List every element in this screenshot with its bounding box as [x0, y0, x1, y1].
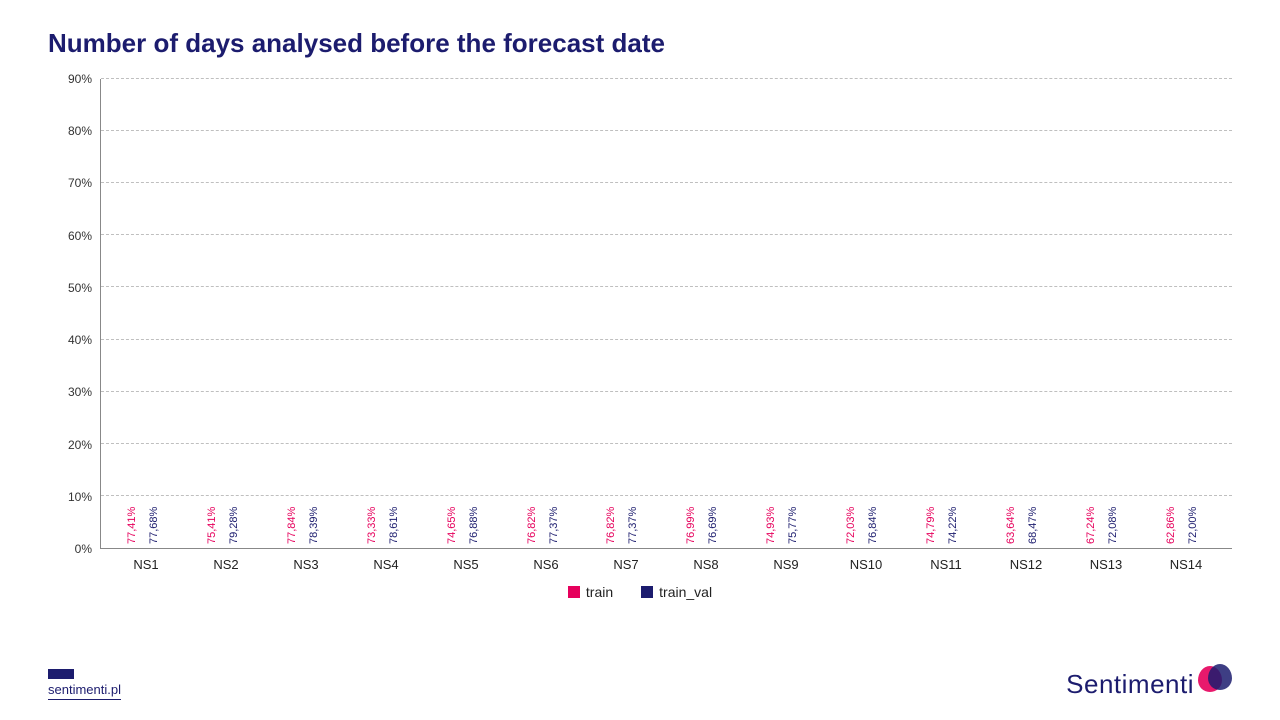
bar-value-label: 77,41%: [126, 507, 138, 544]
brand-name: Sentimenti: [1066, 669, 1194, 700]
bar-value-label: 78,39%: [308, 507, 320, 544]
y-tick: 30%: [68, 385, 92, 399]
y-tick: 80%: [68, 124, 92, 138]
bar-value-label: 78,61%: [388, 507, 400, 544]
y-tick: 50%: [68, 281, 92, 295]
grid-line: [101, 286, 1232, 287]
bar-value-label: 79,28%: [228, 507, 240, 544]
bar-value-label: 63,64%: [1005, 507, 1017, 544]
brand-logo: Sentimenti: [1066, 664, 1232, 700]
grid-line: [101, 495, 1232, 496]
y-tick: 20%: [68, 438, 92, 452]
y-tick: 10%: [68, 490, 92, 504]
y-tick: 0%: [75, 542, 92, 556]
x-tick-label: NS10: [826, 557, 906, 572]
grid-line: [101, 443, 1232, 444]
bar-value-label: 77,84%: [286, 507, 298, 544]
bar-value-label: 67,24%: [1085, 507, 1097, 544]
bar-value-label: 76,84%: [867, 507, 879, 544]
chart-container: Number of days analysed before the forec…: [0, 0, 1280, 720]
legend: train train_val: [48, 584, 1232, 600]
footer: sentimenti.pl Sentimenti: [48, 664, 1232, 700]
bar-value-label: 72,03%: [845, 507, 857, 544]
bar-value-label: 74,65%: [446, 507, 458, 544]
brand-icon: [1198, 664, 1232, 694]
bar-value-label: 77,68%: [148, 507, 160, 544]
x-tick-label: NS2: [186, 557, 266, 572]
x-tick-label: NS11: [906, 557, 986, 572]
x-tick-label: NS9: [746, 557, 826, 572]
chart-area: 0%10%20%30%40%50%60%70%80%90% 77,41%77,6…: [48, 79, 1232, 549]
chart-title: Number of days analysed before the forec…: [48, 28, 1232, 59]
legend-label: train: [586, 584, 613, 600]
legend-swatch: [568, 586, 580, 598]
x-tick-label: NS14: [1146, 557, 1226, 572]
bar-value-label: 68,47%: [1027, 507, 1039, 544]
y-tick: 60%: [68, 229, 92, 243]
grid-line: [101, 234, 1232, 235]
footer-left: sentimenti.pl: [48, 669, 121, 700]
footer-mark: [48, 669, 74, 679]
bar-value-label: 75,77%: [787, 507, 799, 544]
bar-value-label: 73,33%: [366, 507, 378, 544]
x-tick-label: NS7: [586, 557, 666, 572]
x-tick-label: NS1: [106, 557, 186, 572]
y-tick: 90%: [68, 72, 92, 86]
bar-value-label: 76,69%: [707, 507, 719, 544]
bar-value-label: 76,82%: [605, 507, 617, 544]
grid-line: [101, 78, 1232, 79]
bars-row: 77,41% 77,68% 75,41% 79,28% 77,84% 78,39% 73,3…: [101, 79, 1232, 548]
bar-value-label: 74,22%: [947, 507, 959, 544]
x-tick-label: NS12: [986, 557, 1066, 572]
bar-value-label: 76,88%: [468, 507, 480, 544]
x-tick-label: NS5: [426, 557, 506, 572]
bar-value-label: 72,08%: [1107, 507, 1119, 544]
grid-line: [101, 130, 1232, 131]
bar-value-label: 72,00%: [1187, 507, 1199, 544]
x-axis-labels: NS1NS2NS3NS4NS5NS6NS7NS8NS9NS10NS11NS12N…: [100, 549, 1232, 572]
grid-line: [101, 391, 1232, 392]
y-tick: 70%: [68, 176, 92, 190]
legend-label: train_val: [659, 584, 712, 600]
x-tick-label: NS4: [346, 557, 426, 572]
x-tick-label: NS6: [506, 557, 586, 572]
legend-item: train_val: [641, 584, 712, 600]
x-tick-label: NS8: [666, 557, 746, 572]
grid-line: [101, 182, 1232, 183]
bar-value-label: 62,86%: [1165, 507, 1177, 544]
x-tick-label: NS3: [266, 557, 346, 572]
bar-value-label: 77,37%: [548, 507, 560, 544]
y-axis: 0%10%20%30%40%50%60%70%80%90%: [48, 79, 100, 549]
footer-site-link[interactable]: sentimenti.pl: [48, 682, 121, 700]
legend-swatch: [641, 586, 653, 598]
bar-value-label: 74,79%: [925, 507, 937, 544]
bar-value-label: 75,41%: [206, 507, 218, 544]
bar-value-label: 76,82%: [526, 507, 538, 544]
grid-line: [101, 339, 1232, 340]
legend-item: train: [568, 584, 613, 600]
bar-value-label: 74,93%: [765, 507, 777, 544]
plot-area: 77,41% 77,68% 75,41% 79,28% 77,84% 78,39% 73,3…: [100, 79, 1232, 549]
y-tick: 40%: [68, 333, 92, 347]
x-tick-label: NS13: [1066, 557, 1146, 572]
bar-value-label: 76,99%: [685, 507, 697, 544]
bar-value-label: 77,37%: [627, 507, 639, 544]
